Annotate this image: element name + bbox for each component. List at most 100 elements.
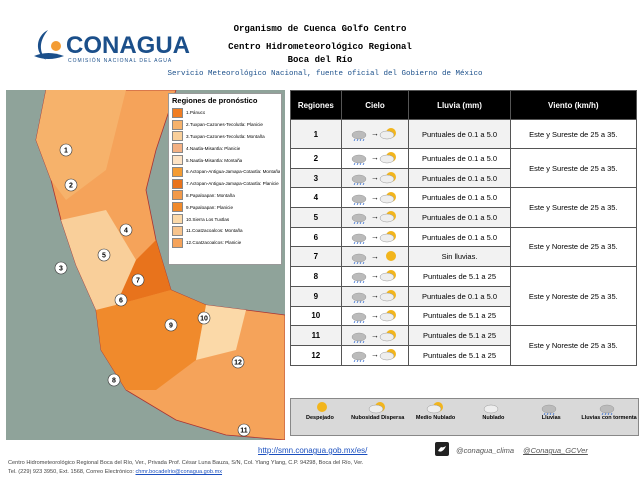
email[interactable]: chmr.bocadelrio@conagua.gob.mx xyxy=(135,469,223,475)
legend-item: 7.Actopan-Antigua-Jamapa-Cotaxtla: Plani… xyxy=(169,178,281,190)
table-row: 12 → Puntuales de 5.1 a 25 xyxy=(290,344,637,366)
cloud xyxy=(379,332,395,341)
cloud xyxy=(379,292,395,302)
region-marker xyxy=(197,311,211,325)
arrow: → xyxy=(371,232,380,242)
rain-drop xyxy=(356,281,359,284)
region-cell: 5 xyxy=(290,207,342,228)
rain-drop xyxy=(353,182,356,186)
rain-cell: Puntuales de 0.1 a 5.0 xyxy=(408,119,511,149)
legend-label: 3.Tuxpan-Cazones-Tecolutla: Montaña xyxy=(186,133,265,139)
weather-icon xyxy=(426,402,443,414)
sky-cell: → xyxy=(340,148,410,169)
rain-drop xyxy=(359,340,362,343)
sky-legend-label: Nublado xyxy=(482,415,505,421)
cloud xyxy=(351,155,367,164)
region-cell: 10 xyxy=(290,305,342,327)
sky-legend-item: Medio Nublado xyxy=(407,399,465,435)
arrow: → xyxy=(371,192,380,202)
cloud xyxy=(351,194,367,203)
rain-drop xyxy=(356,360,359,363)
cloud xyxy=(379,214,395,223)
cloud xyxy=(379,273,395,282)
twitter-handle[interactable]: @Conagua_GCVer xyxy=(523,446,588,455)
legend-item: 10.Sierra Los Tuxtlas xyxy=(169,213,281,225)
weather-icon xyxy=(351,233,367,245)
weather-icon xyxy=(351,253,367,264)
legend-label: 12.Coatzacoalcos: Planicie xyxy=(186,240,242,246)
legend-swatch xyxy=(172,202,183,213)
sun xyxy=(386,250,397,261)
wind-cell: Este y Sureste de 25 a 35. xyxy=(509,119,638,149)
rain-drop xyxy=(362,261,365,264)
rain-cell: Puntuales de 5.1 a 25 xyxy=(408,325,511,346)
rain-drop xyxy=(359,138,362,142)
rain-drop xyxy=(359,320,362,324)
weather-icon xyxy=(379,349,397,361)
region-cell: 9 xyxy=(290,285,342,307)
arrow: → xyxy=(371,251,380,261)
weather-icon xyxy=(379,309,397,322)
legend-item: 6.Actopan-Antigua-Jamapa-Cotaxtla: Monta… xyxy=(169,166,281,178)
rain-drop xyxy=(356,340,359,343)
weather-icon xyxy=(379,191,397,203)
url-link[interactable]: http://smn.conagua.gob.mx/es/ xyxy=(258,446,368,455)
column-header: Lluvia (mm) xyxy=(408,90,511,120)
wind-cell: Este y Noreste de 25 a 35. xyxy=(509,226,638,268)
legend-item: 9.Papaloapan: Planicie xyxy=(169,201,281,213)
rain-drop xyxy=(353,163,356,166)
rain-drop xyxy=(610,412,613,416)
sky-legend: Despejado Nubosidad Dispersa Medio Nublado… xyxy=(290,398,639,436)
table-row: 8 → Puntuales de 5.1 a 25 Este y Noreste de… xyxy=(290,266,638,327)
legend-swatch xyxy=(172,214,183,225)
region-marker xyxy=(97,248,111,262)
sky-legend-label: Lluvias xyxy=(541,415,561,421)
sky-cell: → xyxy=(340,285,410,307)
rain-drop xyxy=(353,300,356,304)
region-marker xyxy=(64,178,78,192)
rain-drop xyxy=(356,202,359,205)
weather-icon xyxy=(379,231,397,243)
rain-drop xyxy=(356,261,359,264)
cloud xyxy=(426,404,441,414)
region-number: 10 xyxy=(200,316,208,323)
sky-cell: → xyxy=(340,305,410,327)
region-cell: 8 xyxy=(290,266,342,287)
sky-legend-label: Lluvias con tormenta xyxy=(581,415,637,421)
legend-item: 11.Coatzacoalcos: Montaña xyxy=(169,225,281,237)
rain-drop xyxy=(353,202,356,205)
rain-drop xyxy=(356,241,359,245)
logo-icon xyxy=(34,30,64,60)
region-marker xyxy=(131,273,145,287)
rain-drop xyxy=(356,163,359,166)
legend-label: 1.Pánuco xyxy=(186,110,206,116)
weather-icon xyxy=(351,194,367,205)
legend-label: 7.Actopan-Antigua-Jamapa-Cotaxtla: Plani… xyxy=(186,181,279,187)
table-row: 4 → Puntuales de 0.1 a 5.0 Este y Sureste d… xyxy=(290,187,638,228)
region-marker xyxy=(107,373,121,387)
legend-swatch xyxy=(172,143,183,154)
rain-drop xyxy=(353,222,356,225)
rain-drop xyxy=(362,182,365,186)
twitter-handle[interactable]: @conagua_clima xyxy=(456,446,515,455)
cloud xyxy=(351,253,367,263)
region-number: 3 xyxy=(59,266,63,273)
weather-icon xyxy=(351,155,367,166)
region-number: 7 xyxy=(136,278,140,285)
region-number: 5 xyxy=(102,253,106,260)
weather-icon xyxy=(351,312,367,324)
rain-drop xyxy=(362,222,365,225)
rain-drop xyxy=(353,340,356,343)
rain-drop xyxy=(353,281,356,284)
rain-drop xyxy=(362,320,365,324)
weather-icon xyxy=(386,250,397,261)
region-cell: 7 xyxy=(290,246,342,268)
sky-legend-item: Despejado xyxy=(291,399,349,435)
cloud xyxy=(351,130,367,140)
weather-icon xyxy=(379,172,397,184)
weather-icon xyxy=(316,402,327,412)
sky-legend-label: Medio Nublado xyxy=(415,415,456,421)
cloud xyxy=(484,404,499,414)
table-row: 3 → Puntuales de 0.1 a 5.0 xyxy=(290,167,637,189)
rain-drop xyxy=(359,222,362,225)
